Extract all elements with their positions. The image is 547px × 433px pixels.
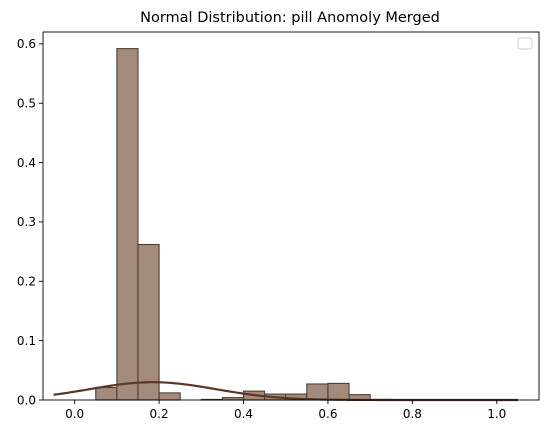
x-tick-label-3: 0.6 <box>318 407 337 421</box>
y-tick-label-4: 0.4 <box>17 156 36 170</box>
y-tick-label-3: 0.3 <box>17 215 36 229</box>
x-tick-label-1: 0.2 <box>150 407 169 421</box>
histogram-bar-3 <box>158 392 181 401</box>
histogram-bar-2 <box>137 243 160 401</box>
histogram-bars <box>95 48 392 401</box>
y-tick-label-5: 0.5 <box>17 97 36 111</box>
plot-frame <box>42 31 540 401</box>
x-tick-label-4: 0.8 <box>403 407 422 421</box>
x-tick-label-0: 0.0 <box>65 407 84 421</box>
legend-box <box>517 37 533 50</box>
histogram-bar-10 <box>306 383 329 401</box>
y-tick-label-6: 0.6 <box>17 37 36 51</box>
histogram-bar-0 <box>95 386 118 401</box>
chart-title: Normal Distribution: pill Anomoly Merged <box>140 10 440 26</box>
y-tick-label-0: 0.0 <box>17 393 36 407</box>
x-axis-ticks: 0.0 0.2 0.4 0.6 0.8 1.0 <box>65 400 506 421</box>
histogram-bar-1 <box>116 48 139 401</box>
histogram-bar-11 <box>327 382 350 401</box>
y-tick-label-1: 0.1 <box>17 334 36 348</box>
x-tick-label-5: 1.0 <box>487 407 506 421</box>
x-tick-label-2: 0.4 <box>234 407 253 421</box>
y-axis-ticks: 0.0 0.1 0.2 0.3 0.4 0.5 0.6 <box>17 37 43 407</box>
y-tick-label-2: 0.2 <box>17 275 36 289</box>
